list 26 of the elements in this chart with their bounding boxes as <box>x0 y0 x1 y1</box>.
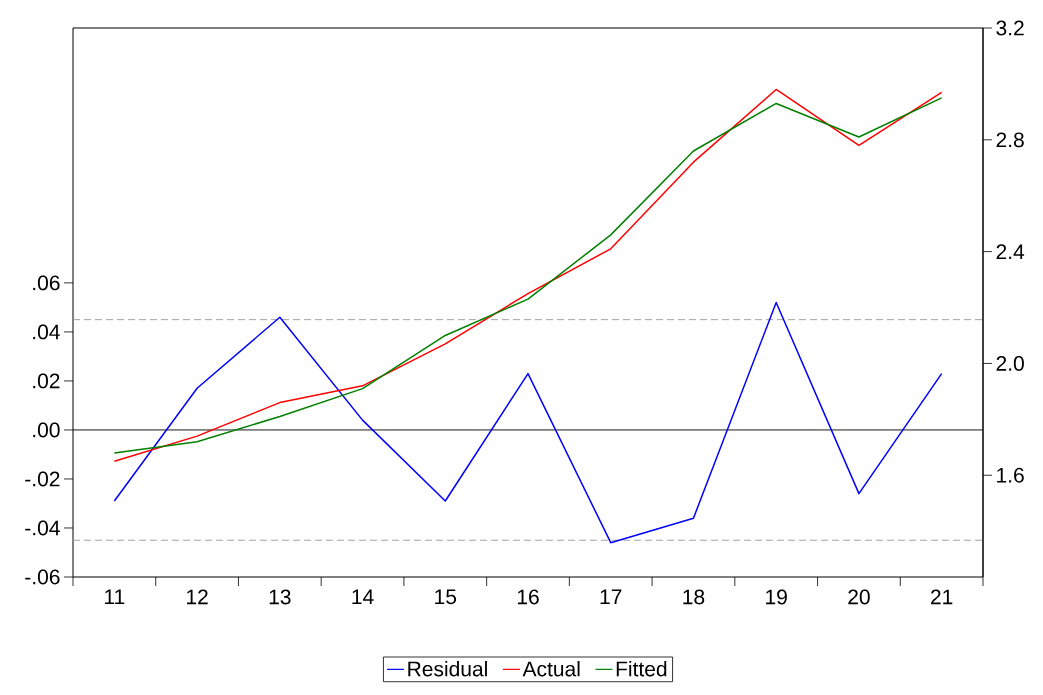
x-tick-label: 16 <box>517 589 539 605</box>
x-tick-label: 21 <box>931 589 953 605</box>
legend-label: Residual <box>408 661 487 677</box>
x-tick-label: 11 <box>105 589 125 604</box>
y2-tick-label: 1.6 <box>997 467 1024 483</box>
x-tick-label: 19 <box>766 589 787 605</box>
y-tick-label: .06 <box>33 275 60 291</box>
legend-label: Fitted <box>616 661 667 677</box>
legend-label: Actual <box>522 661 580 677</box>
x-tick-label: 12 <box>187 589 208 605</box>
x-tick-label: 20 <box>848 589 870 605</box>
y-tick-label: -.06 <box>25 569 60 585</box>
y-tick-label: -.02 <box>25 471 60 487</box>
y-tick-label: .00 <box>33 422 60 438</box>
y-tick-label: .04 <box>33 324 60 340</box>
x-tick-label: 13 <box>269 589 291 605</box>
x-tick-label: 18 <box>683 589 705 605</box>
y2-tick-label: 3.2 <box>996 20 1024 36</box>
x-tick-label: 17 <box>600 589 622 604</box>
y2-tick-label: 2.8 <box>996 132 1024 148</box>
y-tick-label: -.04 <box>25 520 60 536</box>
x-tick-label: 15 <box>435 589 457 605</box>
y-tick-label: .02 <box>33 373 60 389</box>
y2-tick-label: 2.0 <box>996 356 1024 371</box>
x-tick-label: 14 <box>352 589 374 604</box>
y2-tick-label: 2.4 <box>996 244 1025 259</box>
